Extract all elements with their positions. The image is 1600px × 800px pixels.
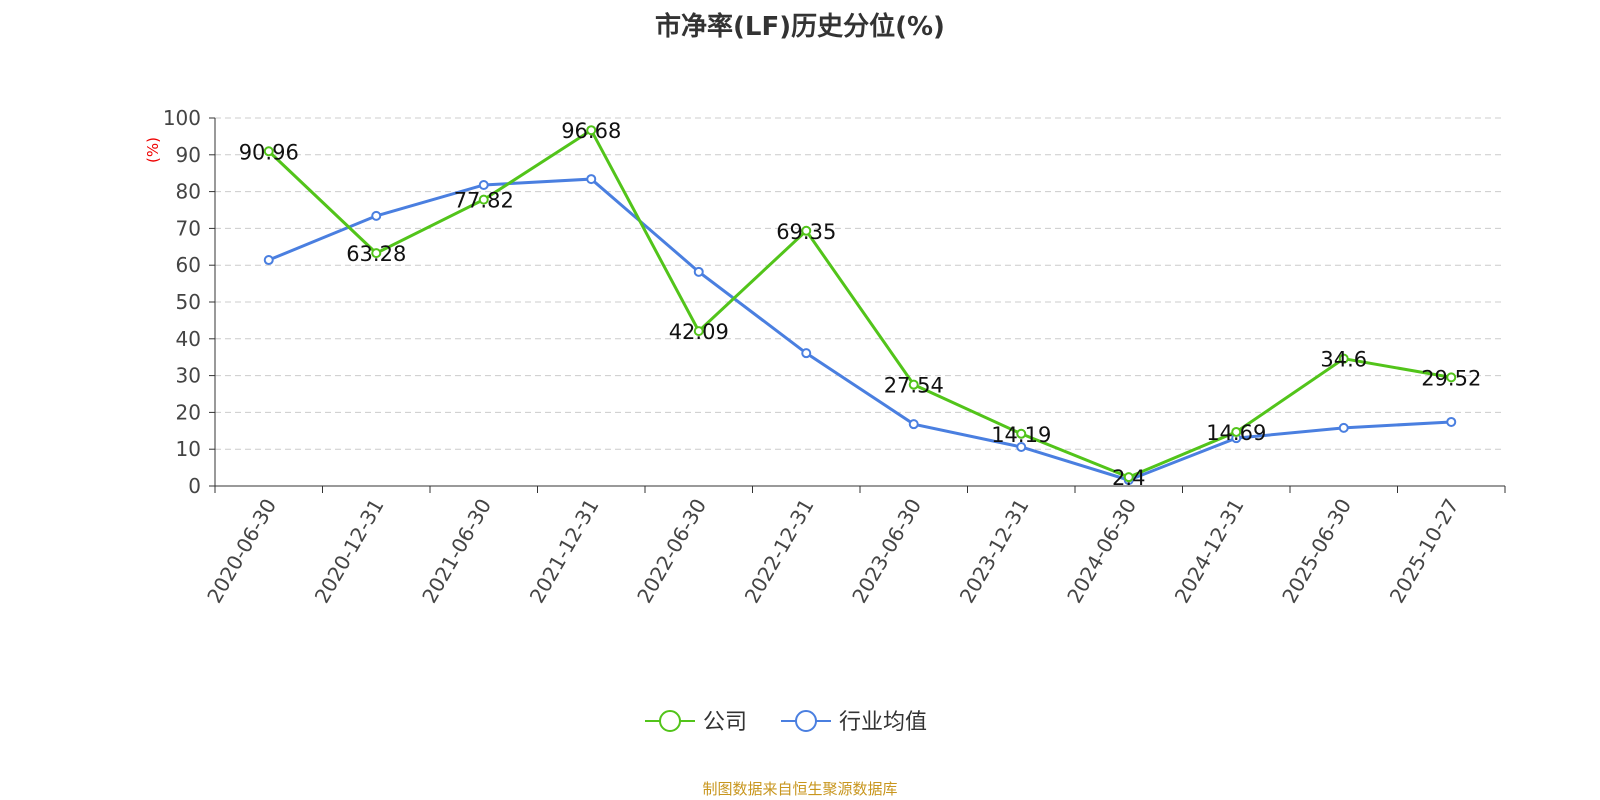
x-tick-label: 2022-12-31 <box>740 495 819 608</box>
data-label: 27.54 <box>884 374 944 398</box>
x-tick-label: 2020-12-31 <box>310 495 389 608</box>
data-point <box>586 174 597 185</box>
y-tick-label: 50 <box>176 290 201 314</box>
data-label: 63.28 <box>346 242 406 266</box>
data-label: 14.19 <box>991 423 1051 447</box>
y-tick-label: 80 <box>176 180 201 204</box>
y-tick-label: 10 <box>176 437 201 461</box>
x-tick-label: 2020-06-30 <box>202 495 281 608</box>
data-label: 2.4 <box>1112 466 1145 490</box>
data-point <box>693 326 704 337</box>
chart-title: 市净率(LF)历史分位(%) <box>655 12 945 42</box>
data-label: 77.82 <box>454 189 514 213</box>
y-tick-label: 0 <box>188 474 201 498</box>
data-point <box>1446 372 1457 383</box>
x-tick-label: 2025-10-27 <box>1385 495 1464 608</box>
data-point <box>478 194 489 205</box>
data-point <box>1016 428 1027 439</box>
x-tick-label: 2021-06-30 <box>417 495 496 608</box>
legend-marker <box>795 710 817 732</box>
data-source-note: 制图数据来自恒生聚源数据库 <box>702 780 898 798</box>
data-point <box>693 266 704 277</box>
data-point <box>1446 416 1457 427</box>
data-label: 96.68 <box>561 119 621 143</box>
legend-marker <box>659 710 681 732</box>
data-label: 14.69 <box>1206 421 1266 445</box>
data-point <box>478 179 489 190</box>
data-point <box>1016 441 1027 452</box>
y-tick-label: 30 <box>176 364 201 388</box>
data-point <box>263 146 274 157</box>
y-tick-label: 70 <box>176 216 201 240</box>
x-tick-label: 2021-12-31 <box>525 495 604 608</box>
x-tick-label: 2024-12-31 <box>1170 495 1249 608</box>
y-tick-label: 20 <box>176 400 201 424</box>
y-tick-label: 40 <box>176 327 201 351</box>
data-point <box>263 255 274 266</box>
data-label: 90.96 <box>239 140 299 164</box>
y-axis-label: (%) <box>144 137 162 163</box>
series-line <box>268 177 1452 482</box>
y-tick-label: 100 <box>163 106 201 130</box>
data-point <box>1338 353 1349 364</box>
data-label: 34.6 <box>1320 348 1367 372</box>
data-point <box>801 348 812 359</box>
data-point <box>1338 422 1349 433</box>
data-label: 42.09 <box>669 320 729 344</box>
data-label: 69.35 <box>776 220 836 244</box>
data-point <box>908 379 919 390</box>
data-point <box>371 210 382 221</box>
data-point <box>371 248 382 259</box>
legend-label[interactable]: 行业均值 <box>839 710 927 735</box>
y-tick-label: 90 <box>176 143 201 167</box>
legend-label[interactable]: 公司 <box>703 710 747 735</box>
data-label: 29.52 <box>1421 366 1481 390</box>
data-point <box>586 125 597 136</box>
x-tick-label: 2023-12-31 <box>955 495 1034 608</box>
data-point <box>908 419 919 430</box>
x-tick-label: 2025-06-30 <box>1277 495 1356 608</box>
x-tick-label: 2022-06-30 <box>632 495 711 608</box>
x-tick-label: 2023-06-30 <box>847 495 926 608</box>
data-point <box>1231 426 1242 437</box>
data-point <box>801 225 812 236</box>
x-tick-label: 2024-06-30 <box>1062 495 1141 608</box>
series-line <box>267 128 1452 479</box>
y-tick-label: 60 <box>176 253 201 277</box>
data-point <box>1123 472 1134 483</box>
